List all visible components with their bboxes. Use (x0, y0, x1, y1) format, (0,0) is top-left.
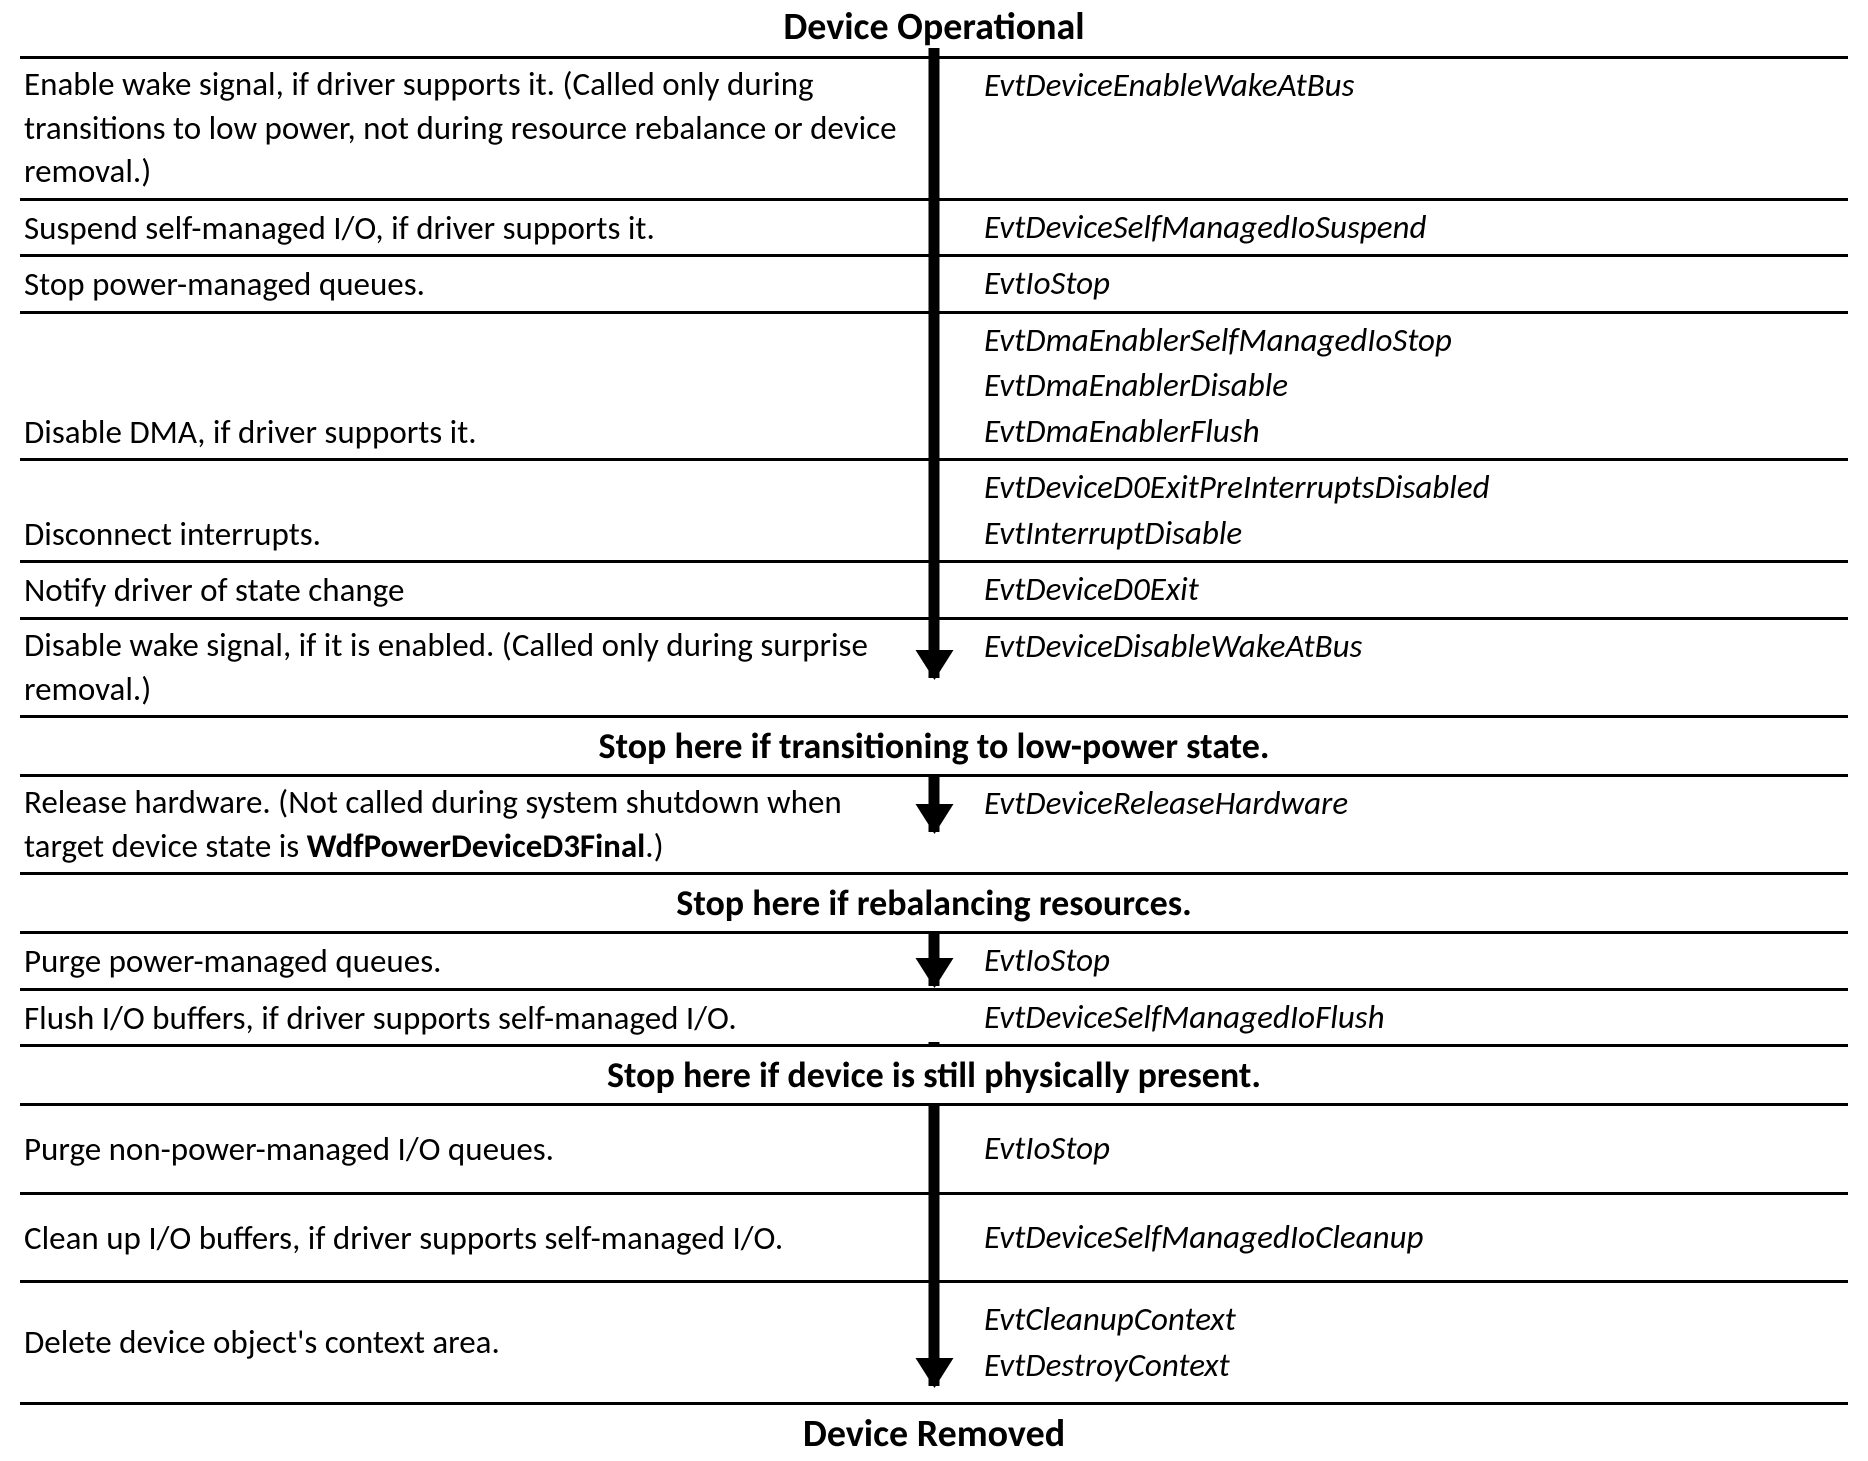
callback-name: EvtDeviceEnableWakeAtBus (984, 63, 1844, 109)
stop-label: Stop here if rebalancing resources. (20, 872, 1848, 934)
step-description: Disconnect interrupts. (20, 461, 934, 560)
step-description: Enable wake signal, if driver supports i… (20, 59, 934, 198)
step-callbacks: EvtDeviceD0ExitPreInterruptsDisabled Evt… (934, 461, 1848, 560)
stop-label: Stop here if transitioning to low-power … (20, 715, 1848, 777)
step-description: Flush I/O buffers, if driver supports se… (20, 991, 934, 1045)
step-callbacks: EvtDeviceSelfManagedIoCleanup (934, 1195, 1848, 1281)
callback-name: EvtDeviceD0Exit (984, 567, 1844, 613)
callback-name: EvtIoStop (984, 1126, 1844, 1172)
callback-name: EvtInterruptDisable (984, 511, 1844, 557)
step-callbacks: EvtIoStop (934, 934, 1848, 988)
power-down-sequence-diagram: Device Operational Enable wake signal, i… (0, 0, 1868, 1461)
callback-name: EvtDeviceSelfManagedIoSuspend (984, 205, 1844, 251)
step-callbacks: EvtDeviceSelfManagedIoSuspend (934, 201, 1848, 255)
step-description: Notify driver of state change (20, 563, 934, 617)
table-row: Flush I/O buffers, if driver supports se… (20, 988, 1848, 1045)
step-description: Delete device object's context area. (20, 1283, 934, 1402)
step-description: Release hardware. (Not called during sys… (20, 777, 934, 872)
step-callbacks: EvtDeviceSelfManagedIoFlush (934, 991, 1848, 1045)
callback-name: EvtDmaEnablerDisable (984, 363, 1844, 409)
callback-name: EvtCleanupContext (984, 1297, 1844, 1343)
step-callbacks: EvtDeviceEnableWakeAtBus (934, 59, 1848, 198)
step-callbacks: EvtDeviceD0Exit (934, 563, 1848, 617)
callback-name: EvtDestroyContext (984, 1343, 1844, 1389)
callback-name: EvtIoStop (984, 938, 1844, 984)
step-description: Disable DMA, if driver supports it. (20, 314, 934, 459)
step-description: Disable wake signal, if it is enabled. (… (20, 620, 934, 715)
step-callbacks: EvtIoStop (934, 1106, 1848, 1192)
step-description: Suspend self-managed I/O, if driver supp… (20, 201, 934, 255)
callback-name: EvtDeviceDisableWakeAtBus (984, 624, 1844, 670)
step-callbacks: EvtDeviceDisableWakeAtBus (934, 620, 1848, 715)
step-description: Clean up I/O buffers, if driver supports… (20, 1195, 934, 1281)
callback-name: EvtDmaEnablerFlush (984, 409, 1844, 455)
step-description: Stop power-managed queues. (20, 257, 934, 311)
callback-name: EvtDmaEnablerSelfManagedIoStop (984, 318, 1844, 364)
title-bottom: Device Removed (20, 1402, 1848, 1461)
step-callbacks: EvtIoStop (934, 257, 1848, 311)
callback-name: EvtDeviceSelfManagedIoCleanup (984, 1215, 1844, 1261)
callback-name: EvtDeviceSelfManagedIoFlush (984, 995, 1844, 1041)
stop-label: Stop here if device is still physically … (20, 1044, 1848, 1106)
step-callbacks: EvtCleanupContext EvtDestroyContext (934, 1283, 1848, 1402)
flow-arrow-segment-1 (929, 48, 940, 678)
callback-name: EvtDeviceReleaseHardware (984, 781, 1844, 827)
callback-name: EvtDeviceD0ExitPreInterruptsDisabled (984, 465, 1844, 511)
step-description: Purge non-power-managed I/O queues. (20, 1106, 934, 1192)
callback-name: EvtIoStop (984, 261, 1844, 307)
step-callbacks: EvtDeviceReleaseHardware (934, 777, 1848, 872)
step-callbacks: EvtDmaEnablerSelfManagedIoStop EvtDmaEna… (934, 314, 1848, 459)
step-description: Purge power-managed queues. (20, 934, 934, 988)
